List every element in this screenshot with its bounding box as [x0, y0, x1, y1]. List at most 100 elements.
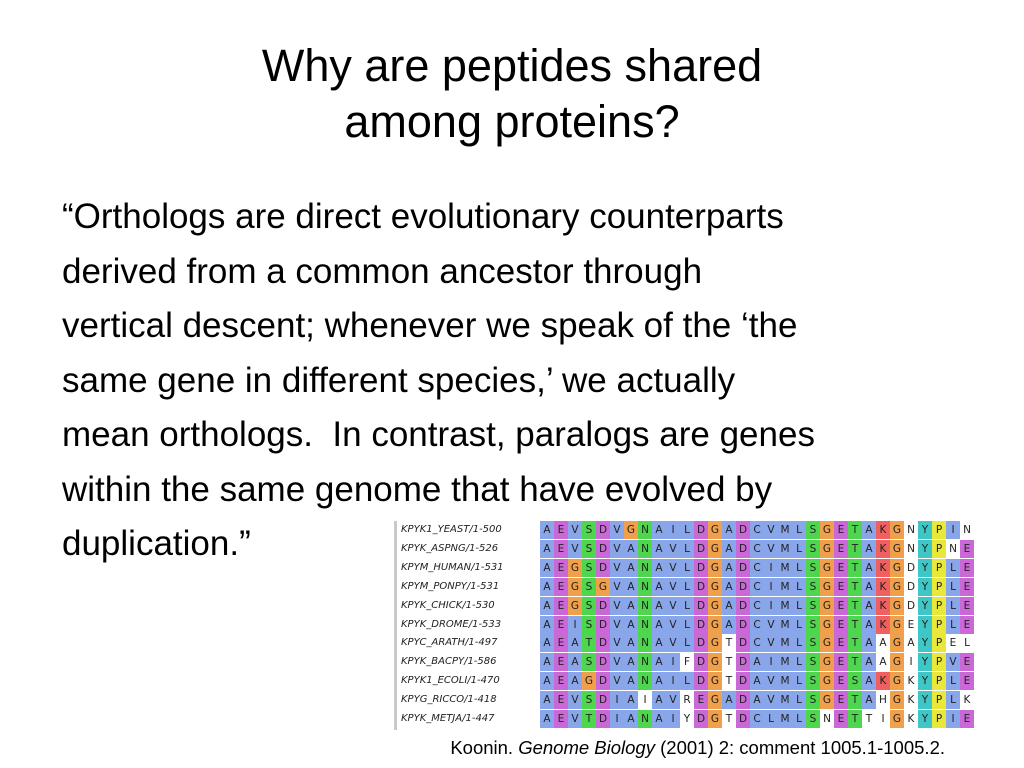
sequence-name: KPYK_BACPY/1-586	[401, 656, 497, 668]
residue-cell: K	[876, 558, 890, 577]
residue-cell: I	[666, 710, 680, 728]
alignment-row: KPYK_DROME/1-533 A E I S D V A N A V L D G A D C V M L S G E T A…	[397, 615, 974, 634]
residue-cell: A	[750, 672, 764, 691]
alignment-row: KPYG_RICCO/1-418 A E V S D I A I A V R E G A D A V M L S G E T A…	[397, 691, 974, 710]
residue-cell: A	[652, 615, 666, 634]
residue-cell: N	[638, 558, 652, 577]
residue-cell: S	[806, 577, 820, 596]
residue-cell: G	[820, 577, 834, 596]
residue-cell: D	[904, 577, 918, 596]
residue-cell: K	[904, 672, 918, 691]
residue-cell: M	[778, 653, 792, 672]
residue-cell: D	[694, 672, 708, 691]
residue-cell: R	[680, 691, 694, 710]
residue-cell: D	[736, 634, 750, 653]
residue-cell: A	[540, 577, 554, 596]
residue-cell: A	[568, 634, 582, 653]
residue-cell: G	[708, 596, 722, 615]
residue-cell: G	[568, 577, 582, 596]
residue-cell: D	[694, 596, 708, 615]
residue-cell: I	[876, 710, 890, 728]
residue-cell: P	[932, 596, 946, 615]
residue-cell: P	[932, 577, 946, 596]
residue-cell: T	[722, 653, 736, 672]
residue-cell: T	[848, 634, 862, 653]
residue-cell: G	[708, 653, 722, 672]
residue-cell: I	[666, 672, 680, 691]
residue-cell: C	[750, 558, 764, 577]
residue-cell: A	[652, 539, 666, 558]
quote-line: same gene in different species,’ we actu…	[62, 360, 736, 400]
residue-cell: G	[820, 539, 834, 558]
residue-cell: L	[680, 577, 694, 596]
residue-cell: S	[806, 691, 820, 710]
residue-cell: A	[876, 653, 890, 672]
residue-cell: G	[624, 521, 638, 539]
residue-cell: M	[778, 577, 792, 596]
residue-cell: P	[932, 653, 946, 672]
alignment-row: KPYK_METJA/1-447 A E V T D I A N A I Y D G T D C L M L S N E T T…	[397, 710, 974, 728]
residue-cell: M	[778, 691, 792, 710]
residue-cell: K	[876, 577, 890, 596]
residue-cell: E	[694, 691, 708, 710]
residue-cell: N	[904, 539, 918, 558]
residue-cell: L	[680, 672, 694, 691]
residue-cell: D	[736, 672, 750, 691]
residue-cell: D	[596, 634, 610, 653]
residue-cell: L	[680, 558, 694, 577]
residue-cell: L	[680, 615, 694, 634]
residue-cell: A	[652, 691, 666, 710]
residue-cell: A	[568, 672, 582, 691]
residue-cell: K	[876, 521, 890, 539]
residue-cell: E	[960, 710, 974, 728]
residue-cell: I	[764, 558, 778, 577]
residue-cell: A	[652, 521, 666, 539]
quote-line: derived from a common ancestor through	[62, 251, 703, 291]
residue-cell: P	[932, 634, 946, 653]
residue-cell: E	[834, 672, 848, 691]
residue-cell: S	[582, 596, 596, 615]
residue-cell: V	[610, 634, 624, 653]
residue-cell: V	[666, 558, 680, 577]
residue-cell: I	[666, 653, 680, 672]
quote-line: mean orthologs. In contrast, paralogs ar…	[62, 415, 815, 454]
residue-cell: V	[610, 672, 624, 691]
residue-cell: A	[540, 634, 554, 653]
title-line-1: Why are peptides shared	[261, 40, 763, 91]
residue-cell: C	[750, 634, 764, 653]
residue-cell: L	[792, 539, 806, 558]
residue-cell: A	[540, 691, 554, 710]
residue-cell: L	[946, 596, 960, 615]
residue-cell: V	[666, 596, 680, 615]
residue-cell: G	[582, 672, 596, 691]
residue-cell: E	[960, 577, 974, 596]
residue-cell: L	[792, 653, 806, 672]
residue-cell: E	[834, 710, 848, 728]
residue-cell: D	[694, 710, 708, 728]
residue-cell: N	[638, 710, 652, 728]
residue-cell: V	[610, 596, 624, 615]
residue-cell: V	[946, 653, 960, 672]
residue-cell: K	[904, 710, 918, 728]
residue-cell: M	[778, 672, 792, 691]
residue-cell: L	[792, 558, 806, 577]
residue-cell: I	[946, 710, 960, 728]
sequence-name: KPYK_CHICK/1-530	[401, 599, 495, 611]
residue-cell: V	[568, 521, 582, 539]
citation-author: Koonin.	[450, 737, 514, 758]
residue-cell: G	[890, 710, 904, 728]
residue-cell: D	[736, 539, 750, 558]
residue-cell: V	[610, 653, 624, 672]
residue-cell: M	[778, 710, 792, 728]
residue-cell: V	[764, 615, 778, 634]
residue-cell: G	[820, 653, 834, 672]
residue-cell: A	[862, 691, 876, 710]
residue-cell: T	[848, 710, 862, 728]
residue-cell: N	[946, 539, 960, 558]
residue-cell: V	[610, 539, 624, 558]
residue-cell: E	[554, 691, 568, 710]
residue-cell: V	[610, 521, 624, 539]
residue-cell: D	[736, 615, 750, 634]
residue-cell: A	[862, 521, 876, 539]
